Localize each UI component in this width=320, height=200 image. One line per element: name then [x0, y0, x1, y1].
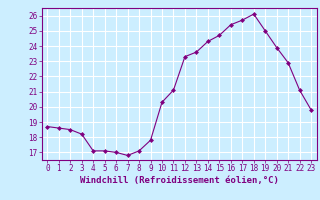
X-axis label: Windchill (Refroidissement éolien,°C): Windchill (Refroidissement éolien,°C) [80, 176, 279, 185]
